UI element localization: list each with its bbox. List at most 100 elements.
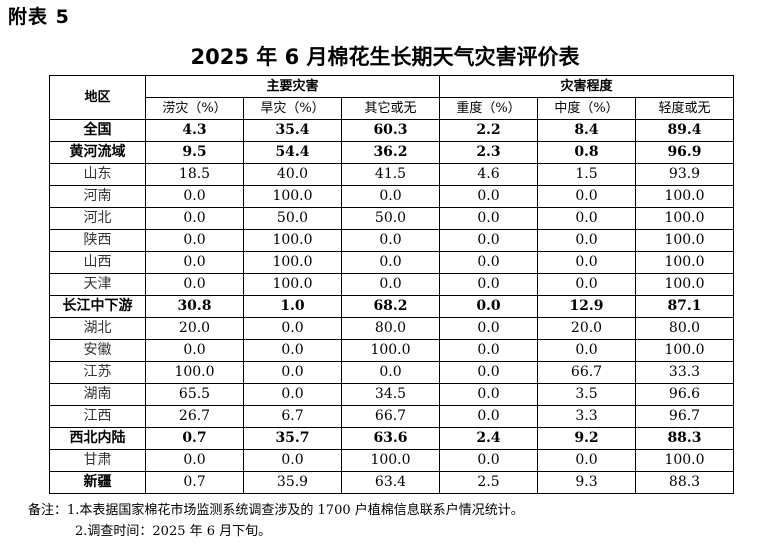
value-cell: 0.0: [243, 317, 342, 340]
value-cell: 60.3: [341, 119, 440, 142]
value-cell: 65.5: [145, 383, 244, 406]
value-cell: 0.0: [341, 251, 440, 274]
appendix-label: 附表 5: [8, 6, 70, 28]
value-cell: 3.3: [537, 405, 636, 428]
value-cell: 96.6: [635, 383, 734, 406]
header-col-moderate: 中度（%）: [537, 97, 636, 120]
table-row: 山东 18.5 40.0 41.5 4.6 1.5 93.9: [49, 163, 734, 186]
region-cell: 江西: [49, 405, 146, 428]
value-cell: 0.0: [145, 273, 244, 296]
header-main-disaster: 主要灾害: [145, 75, 440, 98]
table-row: 长江中下游 30.8 1.0 68.2 0.0 12.9 87.1: [49, 295, 734, 318]
value-cell: 100.0: [635, 251, 734, 274]
value-cell: 1.0: [243, 295, 342, 318]
value-cell: 35.7: [243, 427, 342, 450]
value-cell: 68.2: [341, 295, 440, 318]
table-row: 西北内陆 0.7 35.7 63.6 2.4 9.2 88.3: [49, 427, 734, 450]
value-cell: 4.6: [439, 163, 538, 186]
value-cell: 30.8: [145, 295, 244, 318]
value-cell: 6.7: [243, 405, 342, 428]
table-row: 河北 0.0 50.0 50.0 0.0 0.0 100.0: [49, 207, 734, 230]
region-cell: 河北: [49, 207, 146, 230]
value-cell: 8.4: [537, 119, 636, 142]
header-col-drought: 旱灾（%）: [243, 97, 342, 120]
value-cell: 33.3: [635, 361, 734, 384]
value-cell: 100.0: [341, 449, 440, 472]
table-row: 湖北 20.0 0.0 80.0 0.0 20.0 80.0: [49, 317, 734, 340]
value-cell: 100.0: [635, 185, 734, 208]
value-cell: 3.5: [537, 383, 636, 406]
value-cell: 93.9: [635, 163, 734, 186]
value-cell: 0.0: [537, 207, 636, 230]
value-cell: 0.0: [341, 185, 440, 208]
value-cell: 20.0: [145, 317, 244, 340]
value-cell: 0.0: [243, 339, 342, 362]
table-row: 江苏 100.0 0.0 0.0 0.0 66.7 33.3: [49, 361, 734, 384]
value-cell: 0.0: [243, 449, 342, 472]
value-cell: 0.8: [537, 141, 636, 164]
value-cell: 100.0: [635, 207, 734, 230]
value-cell: 100.0: [243, 251, 342, 274]
table-row: 甘肃 0.0 0.0 100.0 0.0 0.0 100.0: [49, 449, 734, 472]
value-cell: 12.9: [537, 295, 636, 318]
value-cell: 35.9: [243, 471, 342, 494]
table-row: 天津 0.0 100.0 0.0 0.0 0.0 100.0: [49, 273, 734, 296]
value-cell: 9.5: [145, 141, 244, 164]
value-cell: 100.0: [243, 229, 342, 252]
value-cell: 0.0: [145, 339, 244, 362]
value-cell: 35.4: [243, 119, 342, 142]
value-cell: 0.0: [145, 229, 244, 252]
region-cell: 黄河流域: [49, 141, 146, 164]
table-row: 黄河流域 9.5 54.4 36.2 2.3 0.8 96.9: [49, 141, 734, 164]
value-cell: 0.0: [439, 405, 538, 428]
header-col-flood: 涝灾（%）: [145, 97, 244, 120]
disaster-table: 地区 主要灾害 灾害程度 涝灾（%） 旱灾（%） 其它或无 重度（%） 中度（%…: [49, 75, 734, 494]
value-cell: 9.2: [537, 427, 636, 450]
value-cell: 0.0: [439, 317, 538, 340]
value-cell: 63.6: [341, 427, 440, 450]
value-cell: 100.0: [635, 339, 734, 362]
value-cell: 40.0: [243, 163, 342, 186]
region-cell: 河南: [49, 185, 146, 208]
value-cell: 0.0: [145, 449, 244, 472]
region-cell: 天津: [49, 273, 146, 296]
region-cell: 山东: [49, 163, 146, 186]
value-cell: 0.0: [341, 273, 440, 296]
header-region: 地区: [49, 75, 146, 120]
table-row: 江西 26.7 6.7 66.7 0.0 3.3 96.7: [49, 405, 734, 428]
value-cell: 1.5: [537, 163, 636, 186]
value-cell: 63.4: [341, 471, 440, 494]
value-cell: 41.5: [341, 163, 440, 186]
value-cell: 0.0: [439, 185, 538, 208]
value-cell: 0.0: [439, 339, 538, 362]
value-cell: 0.0: [439, 295, 538, 318]
value-cell: 0.0: [145, 251, 244, 274]
value-cell: 87.1: [635, 295, 734, 318]
header-col-light: 轻度或无: [635, 97, 734, 120]
value-cell: 66.7: [537, 361, 636, 384]
value-cell: 88.3: [635, 471, 734, 494]
value-cell: 80.0: [341, 317, 440, 340]
value-cell: 0.7: [145, 427, 244, 450]
value-cell: 4.3: [145, 119, 244, 142]
value-cell: 0.0: [439, 273, 538, 296]
value-cell: 0.0: [243, 361, 342, 384]
header-col-severe: 重度（%）: [439, 97, 538, 120]
region-cell: 江苏: [49, 361, 146, 384]
table-row: 新疆 0.7 35.9 63.4 2.5 9.3 88.3: [49, 471, 734, 494]
value-cell: 0.0: [439, 229, 538, 252]
header-disaster-degree: 灾害程度: [439, 75, 734, 98]
table-row: 安徽 0.0 0.0 100.0 0.0 0.0 100.0: [49, 339, 734, 362]
value-cell: 100.0: [243, 185, 342, 208]
value-cell: 96.7: [635, 405, 734, 428]
value-cell: 88.3: [635, 427, 734, 450]
value-cell: 0.0: [145, 185, 244, 208]
table-row: 山西 0.0 100.0 0.0 0.0 0.0 100.0: [49, 251, 734, 274]
value-cell: 100.0: [145, 361, 244, 384]
value-cell: 0.0: [537, 449, 636, 472]
region-cell: 安徽: [49, 339, 146, 362]
value-cell: 2.2: [439, 119, 538, 142]
value-cell: 89.4: [635, 119, 734, 142]
region-cell: 陕西: [49, 229, 146, 252]
value-cell: 100.0: [635, 229, 734, 252]
